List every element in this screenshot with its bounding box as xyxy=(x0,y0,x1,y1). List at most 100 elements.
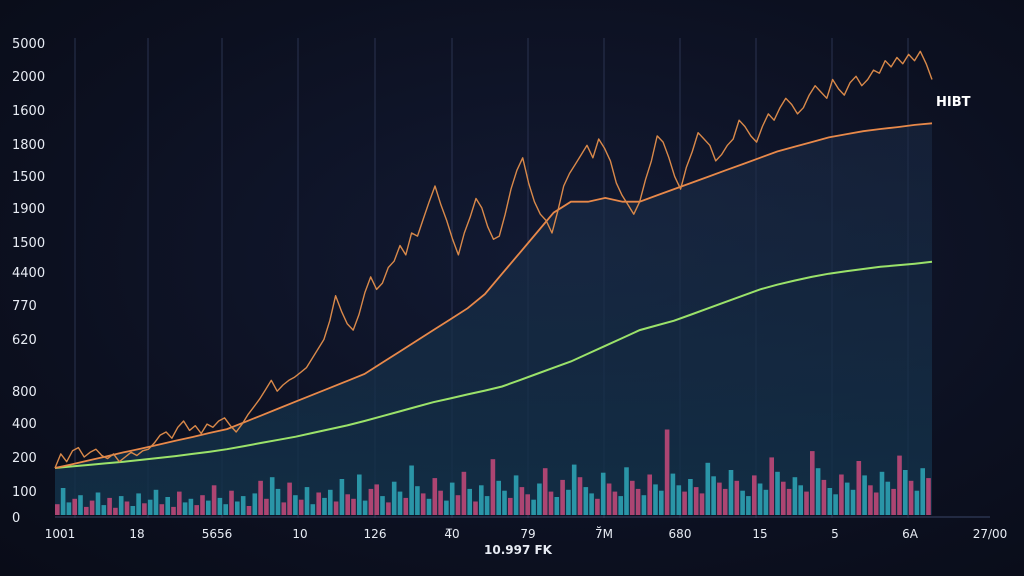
y-tick-label-7: 4400 xyxy=(12,266,45,281)
volume-bar-137 xyxy=(850,489,856,515)
y-tick-label-6: 1500 xyxy=(12,236,45,251)
volume-bar-89 xyxy=(571,464,577,515)
volume-bar-79 xyxy=(513,475,519,515)
y-tick-label-5: 1900 xyxy=(12,202,45,217)
volume-bar-122 xyxy=(763,489,769,515)
volume-bar-63 xyxy=(420,493,426,515)
volume-bar-101 xyxy=(641,495,647,515)
volume-bar-85 xyxy=(548,491,554,515)
volume-bar-138 xyxy=(856,461,862,515)
volume-bar-55 xyxy=(374,484,379,515)
volume-bar-144 xyxy=(891,488,896,515)
volume-bar-42 xyxy=(298,499,304,515)
volume-bar-44 xyxy=(310,504,316,515)
y-tick-label-1: 2000 xyxy=(12,70,45,85)
volume-bar-121 xyxy=(757,483,763,515)
volume-bar-75 xyxy=(490,459,496,515)
volume-bar-33 xyxy=(246,506,252,515)
volume-bar-84 xyxy=(542,468,548,515)
volume-bar-36 xyxy=(264,498,269,515)
x-axis-label: 10.997 FK xyxy=(484,543,553,557)
volume-bar-111 xyxy=(699,493,705,515)
volume-bar-66 xyxy=(438,490,443,515)
volume-bar-10 xyxy=(113,507,118,515)
volume-bar-73 xyxy=(479,485,484,515)
volume-bar-14 xyxy=(136,493,141,515)
volume-bar-135 xyxy=(839,474,844,515)
volume-bar-99 xyxy=(630,480,635,515)
volume-bar-90 xyxy=(577,477,583,515)
volume-bar-115 xyxy=(722,488,728,515)
x-tick-label-6: 79 xyxy=(520,527,535,541)
y-tick-label-8: 770 xyxy=(12,299,37,314)
x-axis: 1001 18 5656 10 126 4̅0 79 7̆M 680 15 5 6A 27/00 xyxy=(45,525,1008,541)
volume-bar-58 xyxy=(391,481,397,515)
volume-bar-21 xyxy=(177,491,182,515)
volume-bar-8 xyxy=(101,505,107,515)
volume-bar-88 xyxy=(566,489,571,515)
volume-bar-141 xyxy=(873,492,879,515)
volume-bar-140 xyxy=(868,485,873,515)
legend-hibt: HIBT xyxy=(936,95,971,110)
volume-bar-26 xyxy=(206,500,211,515)
volume-bar-93 xyxy=(595,498,600,515)
y-tick-label-12: 200 xyxy=(12,451,37,466)
volume-bar-46 xyxy=(322,497,327,515)
volume-bar-1 xyxy=(60,488,66,515)
volume-bar-60 xyxy=(403,497,409,515)
volume-bar-116 xyxy=(728,470,734,515)
volume-bar-22 xyxy=(182,502,188,515)
volume-bar-47 xyxy=(328,489,333,515)
volume-bar-78 xyxy=(508,497,513,515)
volume-bar-126 xyxy=(786,488,792,515)
x-tick-label-2: 5656 xyxy=(202,527,233,541)
volume-bar-0 xyxy=(55,504,60,515)
volume-bar-31 xyxy=(235,501,240,515)
volume-bar-148 xyxy=(914,490,920,515)
x-tick-label-8: 680 xyxy=(669,527,692,541)
x-tick-label-1: 18 xyxy=(129,527,144,541)
volume-bar-62 xyxy=(415,486,420,515)
y-tick-label-0: 5000 xyxy=(12,37,45,52)
volume-bar-107 xyxy=(676,485,682,515)
x-tick-label-4: 126 xyxy=(364,527,387,541)
volume-bar-59 xyxy=(397,491,403,515)
volume-bar-123 xyxy=(769,457,774,515)
volume-bar-16 xyxy=(147,499,153,515)
volume-bar-112 xyxy=(705,462,711,515)
volume-bar-127 xyxy=(792,477,798,515)
volume-bar-110 xyxy=(693,487,699,515)
volume-bar-95 xyxy=(606,483,612,515)
volume-bar-118 xyxy=(740,490,745,515)
volume-bar-119 xyxy=(746,496,751,515)
volume-bar-97 xyxy=(618,496,623,515)
volume-bar-106 xyxy=(670,473,676,515)
volume-bar-145 xyxy=(897,455,902,515)
volume-bar-71 xyxy=(467,488,472,515)
volume-bar-129 xyxy=(804,491,809,515)
y-tick-label-10: 800 xyxy=(12,385,37,400)
volume-bar-149 xyxy=(920,468,925,515)
ma-slow-area xyxy=(55,123,932,516)
volume-bar-67 xyxy=(444,500,449,515)
volume-bar-150 xyxy=(926,478,931,515)
volume-bar-27 xyxy=(211,485,217,515)
volume-bar-25 xyxy=(200,495,205,515)
volume-bar-34 xyxy=(252,493,258,515)
volume-bar-48 xyxy=(333,501,339,515)
y-tick-label-3: 1800 xyxy=(12,138,45,153)
x-tick-label-3: 10 xyxy=(292,527,307,541)
volume-bar-131 xyxy=(815,468,821,515)
volume-bar-125 xyxy=(781,481,786,515)
x-tick-label-10: 5 xyxy=(831,527,839,541)
volume-bar-83 xyxy=(537,483,542,515)
volume-bar-98 xyxy=(624,467,629,515)
volume-bar-20 xyxy=(171,506,176,515)
x-tick-label-11: 6A xyxy=(902,527,919,541)
volume-bar-146 xyxy=(903,470,908,515)
volume-bar-104 xyxy=(659,490,664,515)
y-axis: 5000200016001800150019001500440077062080… xyxy=(12,37,45,526)
volume-bar-130 xyxy=(810,451,815,515)
volume-bar-19 xyxy=(165,497,170,515)
